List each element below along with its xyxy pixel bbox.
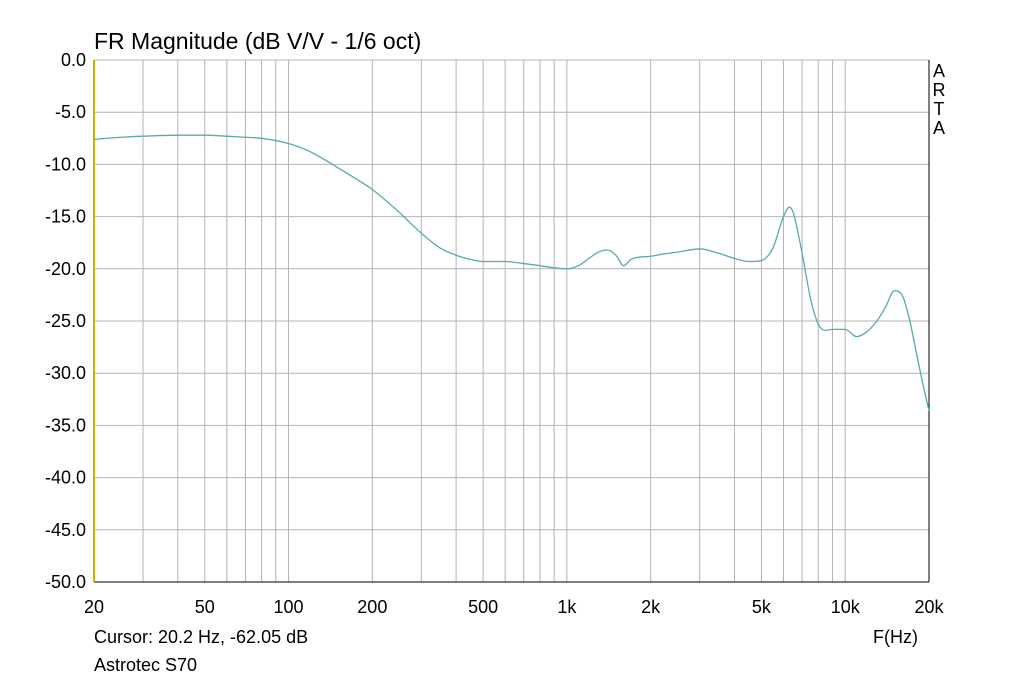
y-tick-label: -20.0 [45,259,86,279]
brand-letter: A [932,61,945,81]
x-tick-label: 1k [557,597,577,617]
x-tick-label: 5k [752,597,772,617]
y-axis-tick-labels: 0.0 -5.0 -10.0 -15.0 -20.0 -25.0 -30.0 -35.0 -40… [45,50,86,592]
chart-title: FR Magnitude (dB V/V - 1/6 oct) [94,28,422,54]
x-tick-label: 20k [914,597,944,617]
y-tick-label: -25.0 [45,311,86,331]
y-tick-label: -5.0 [55,102,86,122]
brand-letter: R [932,80,946,100]
y-tick-label: -30.0 [45,363,86,383]
x-tick-label: 20 [84,597,104,617]
x-axis-tick-labels: 20 50 100 200 500 1k 2k 5k 10k 20k [84,597,945,617]
brand-letter: A [932,118,945,138]
device-name: Astrotec S70 [94,655,198,675]
y-tick-label: -10.0 [45,154,86,174]
y-tick-label: -35.0 [45,415,86,435]
brand-letter: T [933,99,945,119]
x-tick-label: 500 [468,597,498,617]
cursor-readout: Cursor: 20.2 Hz, -62.05 dB [94,627,309,647]
y-tick-label: -40.0 [45,468,86,488]
x-tick-label: 50 [195,597,215,617]
x-tick-label: 200 [357,597,387,617]
y-tick-label: -45.0 [45,520,86,540]
y-tick-label: 0.0 [61,50,86,70]
y-tick-label: -50.0 [45,572,86,592]
chart-grid [94,59,929,583]
x-tick-label: 100 [274,597,304,617]
y-tick-label: -15.0 [45,207,86,227]
x-tick-label: 10k [831,597,861,617]
chart-axes [93,59,930,583]
chart-series [93,134,930,411]
x-tick-label: 2k [641,597,661,617]
brand-logo-vertical: A R T A [932,62,946,138]
x-axis-label: F(Hz) [873,627,918,647]
response-curve [93,134,930,411]
